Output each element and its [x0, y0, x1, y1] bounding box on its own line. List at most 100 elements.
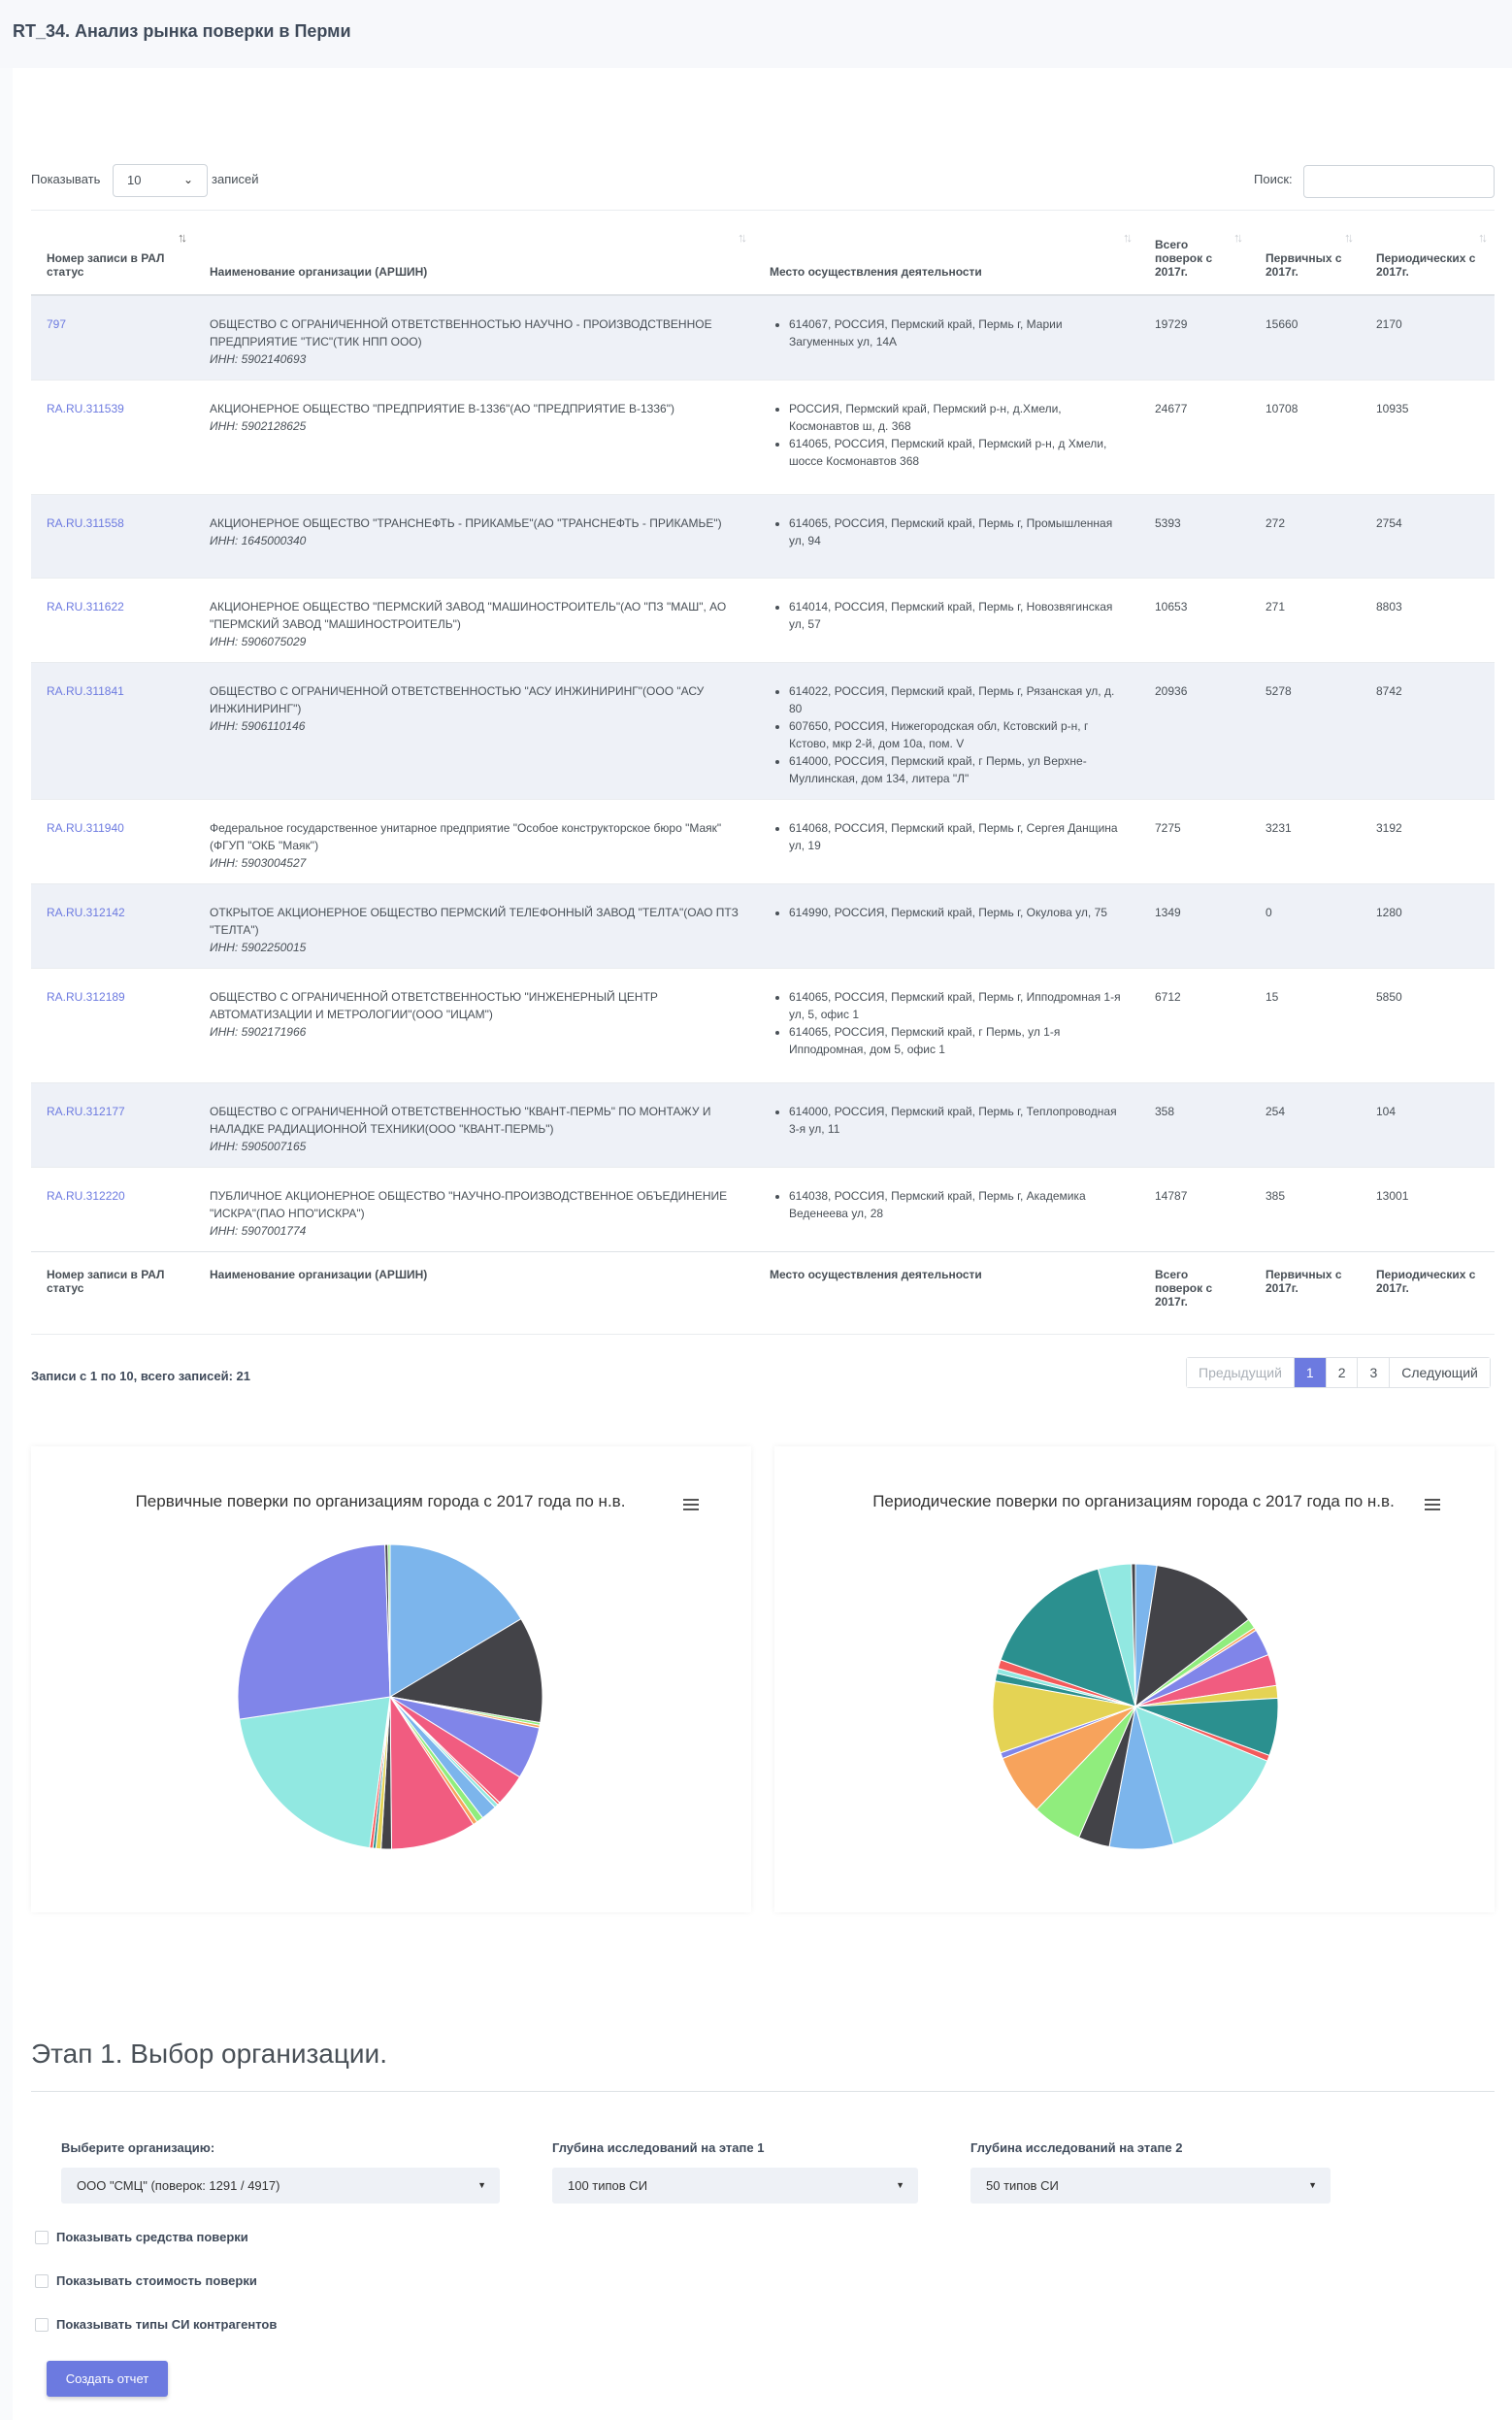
- place-list: 614022, РОССИЯ, Пермский край, Пермь г, …: [770, 682, 1124, 787]
- checkbox-box[interactable]: [35, 2231, 49, 2244]
- pie-slice[interactable]: [239, 1696, 391, 1849]
- ral-number-link[interactable]: RA.RU.312189: [47, 989, 125, 1004]
- search-input[interactable]: [1303, 165, 1495, 198]
- org-name-cell: ОБЩЕСТВО С ОГРАНИЧЕННОЙ ОТВЕТСТВЕННОСТЬЮ…: [194, 661, 754, 799]
- show-cost-checkbox[interactable]: Показывать стоимость поверки: [35, 2273, 257, 2288]
- column-header[interactable]: Первичных с 2017г. ↑↓: [1250, 210, 1361, 296]
- page-length-label: Показывать: [31, 172, 101, 186]
- caret-down-icon: ▼: [477, 2180, 486, 2190]
- checkbox-box[interactable]: [35, 2274, 49, 2288]
- org-name: ПУБЛИЧНОЕ АКЦИОНЕРНОЕ ОБЩЕСТВО "НАУЧНО-П…: [210, 1188, 728, 1220]
- pie-slice[interactable]: [387, 1543, 391, 1698]
- place-cell: 614065, РОССИЯ, Пермский край, Пермь г, …: [754, 967, 1139, 1082]
- column-header[interactable]: Номер записи в РАЛ статус ↑↓: [31, 210, 194, 296]
- column-footer: Периодических с 2017г.: [1361, 1250, 1495, 1335]
- ral-number-link[interactable]: RA.RU.311841: [47, 683, 124, 698]
- column-footer: Наименование организации (АРШИН): [194, 1250, 754, 1335]
- primary-cell: 5278: [1250, 661, 1361, 799]
- pie-slice[interactable]: [1134, 1565, 1250, 1708]
- org-inn: ИНН: 5906075029: [210, 634, 307, 648]
- pie-slice[interactable]: [388, 1618, 543, 1724]
- create-report-button[interactable]: Создать отчет: [47, 2361, 168, 2397]
- ral-number-cell: 797: [31, 294, 194, 380]
- menu-icon[interactable]: [1425, 1499, 1440, 1510]
- place-list: РОССИЯ, Пермский край, Пермский р-н, д.Х…: [770, 400, 1124, 470]
- page-button-2[interactable]: 2: [1325, 1358, 1358, 1387]
- prev-page-button[interactable]: Предыдущий: [1187, 1358, 1294, 1387]
- total-cell: 19729: [1139, 294, 1250, 380]
- menu-icon[interactable]: [683, 1499, 699, 1510]
- ral-number-cell: RA.RU.312220: [31, 1166, 194, 1251]
- pie-slice[interactable]: [1134, 1706, 1268, 1845]
- ral-number-cell: RA.RU.311841: [31, 661, 194, 799]
- org-name-cell: ОБЩЕСТВО С ОГРАНИЧЕННОЙ ОТВЕТСТВЕННОСТЬЮ…: [194, 967, 754, 1082]
- column-header[interactable]: Всего поверок с 2017г. ↑↓: [1139, 210, 1250, 296]
- org-name-cell: АКЦИОНЕРНОЕ ОБЩЕСТВО "ПРЕДПРИЯТИЕ В-1336…: [194, 379, 754, 494]
- primary-cell: 15660: [1250, 294, 1361, 380]
- next-page-button[interactable]: Следующий: [1389, 1358, 1490, 1387]
- primary-cell: 3231: [1250, 798, 1361, 883]
- show-instruments-checkbox[interactable]: Показывать средства поверки: [35, 2230, 248, 2244]
- place-list: 614067, РОССИЯ, Пермский край, Пермь г, …: [770, 315, 1124, 350]
- org-name-cell: ОБЩЕСТВО С ОГРАНИЧЕННОЙ ОТВЕТСТВЕННОСТЬЮ…: [194, 294, 754, 380]
- records-label: записей: [212, 172, 259, 186]
- ral-number-link[interactable]: RA.RU.312142: [47, 905, 125, 919]
- ral-number-cell: RA.RU.311622: [31, 577, 194, 662]
- place-item: 614000, РОССИЯ, Пермский край, г Пермь, …: [789, 752, 1124, 787]
- pie-slice[interactable]: [1131, 1563, 1136, 1707]
- page-length-select[interactable]: 10 ⌄: [113, 164, 208, 197]
- divider: [31, 2091, 1495, 2092]
- periodic-cell: 2170: [1361, 294, 1495, 380]
- search-label: Поиск:: [1254, 172, 1293, 186]
- page-button-1[interactable]: 1: [1293, 1358, 1326, 1387]
- sort-icon: ↑↓: [1478, 230, 1488, 245]
- checkbox-box[interactable]: [35, 2318, 49, 2332]
- place-item: 607650, РОССИЯ, Нижегородская обл, Кстов…: [789, 717, 1124, 752]
- page-length-value: 10: [127, 173, 142, 187]
- primary-pie-chart: [237, 1543, 543, 1850]
- org-name-cell: Федеральное государственное унитарное пр…: [194, 798, 754, 883]
- table-row: RA.RU.312220 ПУБЛИЧНОЕ АКЦИОНЕРНОЕ ОБЩЕСТ…: [31, 1166, 1495, 1251]
- pie-slice[interactable]: [237, 1543, 391, 1720]
- table-footer-row: Номер записи в РАЛ статус Наименование о…: [31, 1250, 1495, 1335]
- place-item: 614990, РОССИЯ, Пермский край, Пермь г, …: [789, 904, 1124, 921]
- place-item: 614068, РОССИЯ, Пермский край, Пермь г, …: [789, 819, 1124, 854]
- depth1-select[interactable]: 100 типов СИ ▼: [552, 2168, 918, 2204]
- place-list: 614068, РОССИЯ, Пермский край, Пермь г, …: [770, 819, 1124, 854]
- show-contractor-types-checkbox[interactable]: Показывать типы СИ контрагентов: [35, 2317, 277, 2332]
- ral-number-link[interactable]: RA.RU.311558: [47, 515, 124, 530]
- column-header[interactable]: Периодических с 2017г. ↑↓: [1361, 210, 1495, 296]
- ral-number-link[interactable]: RA.RU.311622: [47, 599, 124, 613]
- ral-number-link[interactable]: 797: [47, 316, 67, 331]
- stage-title: Этап 1. Выбор организации.: [31, 2039, 387, 2069]
- depth2-select[interactable]: 50 типов СИ ▼: [970, 2168, 1331, 2204]
- periodic-cell: 2754: [1361, 493, 1495, 578]
- primary-cell: 10708: [1250, 379, 1361, 494]
- org-select[interactable]: ООО "СМЦ" (поверок: 1291 / 4917) ▼: [61, 2168, 500, 2204]
- sort-icon: ↑↓: [738, 230, 747, 245]
- place-list: 614000, РОССИЯ, Пермский край, Пермь г, …: [770, 1103, 1124, 1138]
- pie-slice[interactable]: [1000, 1568, 1136, 1707]
- org-inn: ИНН: 5902128625: [210, 418, 307, 433]
- column-header[interactable]: Место осуществления деятельности ↑↓: [754, 210, 1139, 296]
- place-item: 614014, РОССИЯ, Пермский край, Пермь г, …: [789, 598, 1124, 633]
- page-button-3[interactable]: 3: [1357, 1358, 1390, 1387]
- chart-title: Первичные поверки по организациям города…: [135, 1492, 626, 1510]
- periodic-cell: 104: [1361, 1081, 1495, 1167]
- primary-chart-panel: Первичные поверки по организациям города…: [31, 1446, 751, 1912]
- pie-slice[interactable]: [389, 1695, 475, 1850]
- org-inn: ИНН: 5907001774: [210, 1223, 307, 1238]
- place-cell: 614990, РОССИЯ, Пермский край, Пермь г, …: [754, 882, 1139, 968]
- org-name: АКЦИОНЕРНОЕ ОБЩЕСТВО "ТРАНСНЕФТЬ - ПРИКА…: [210, 515, 722, 530]
- org-name: ОТКРЫТОЕ АКЦИОНЕРНОЕ ОБЩЕСТВО ПЕРМСКИЙ Т…: [210, 905, 739, 937]
- ral-number-link[interactable]: RA.RU.311539: [47, 401, 124, 415]
- org-name-cell: АКЦИОНЕРНОЕ ОБЩЕСТВО "ТРАНСНЕФТЬ - ПРИКА…: [194, 493, 754, 578]
- column-header[interactable]: Наименование организации (АРШИН) ↑↓: [194, 210, 754, 296]
- periodic-cell: 5850: [1361, 967, 1495, 1082]
- place-list: 614990, РОССИЯ, Пермский край, Пермь г, …: [770, 904, 1124, 921]
- ral-number-link[interactable]: RA.RU.311940: [47, 820, 124, 835]
- table-info: Записи с 1 по 10, всего записей: 21: [31, 1369, 250, 1383]
- ral-number-link[interactable]: RA.RU.312220: [47, 1188, 125, 1203]
- pie-slice[interactable]: [389, 1543, 522, 1698]
- ral-number-link[interactable]: RA.RU.312177: [47, 1104, 125, 1118]
